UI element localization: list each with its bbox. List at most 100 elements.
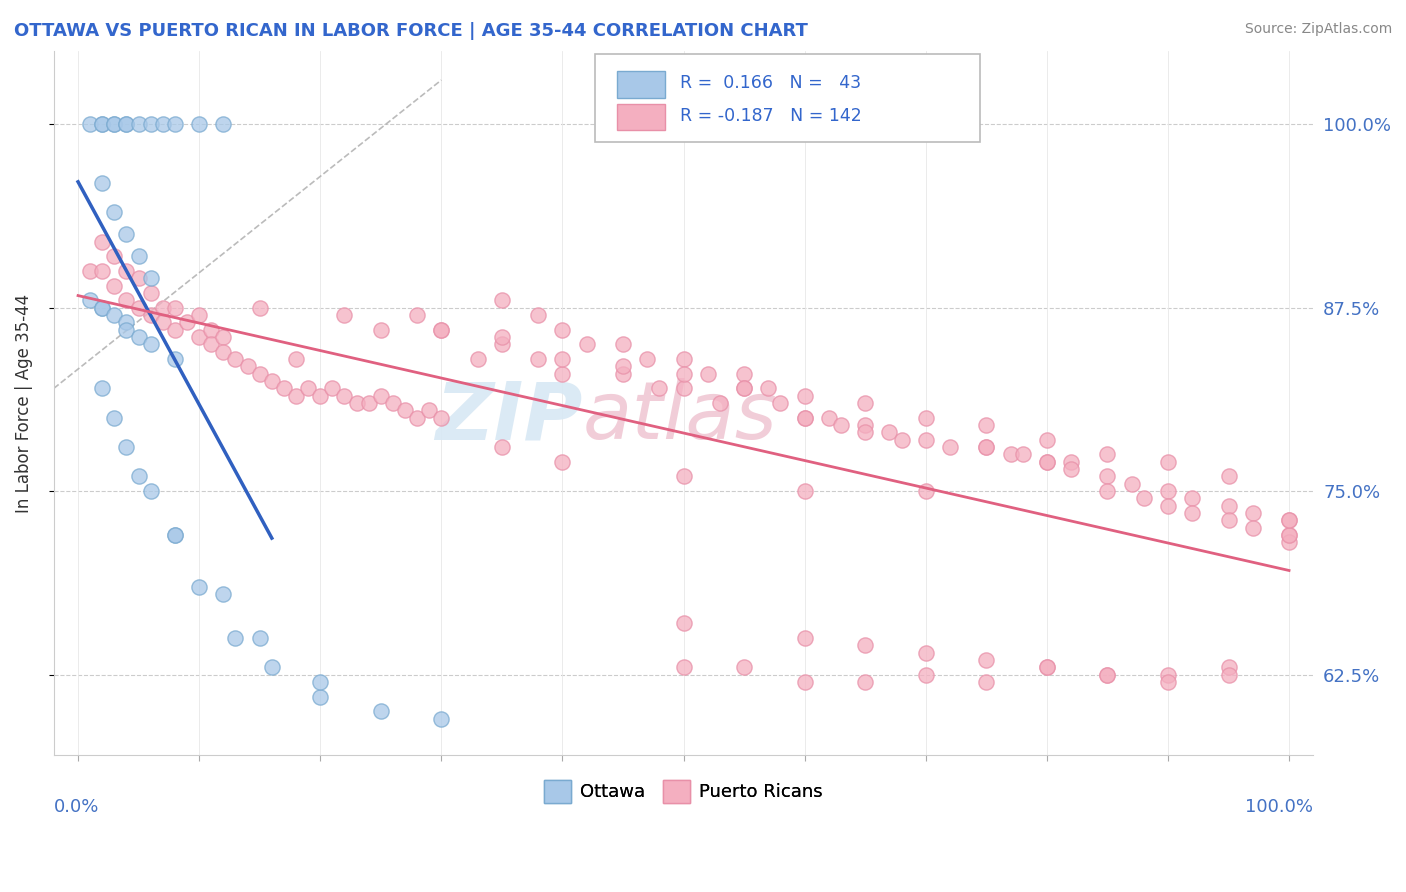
Point — [1218, 469, 1240, 483]
Text: Source: ZipAtlas.com: Source: ZipAtlas.com — [1244, 22, 1392, 37]
Point — [224, 351, 246, 366]
Point — [733, 381, 755, 395]
Point — [672, 660, 695, 674]
Point — [285, 351, 308, 366]
Point — [139, 484, 162, 499]
Point — [818, 410, 841, 425]
Text: 0.0%: 0.0% — [53, 797, 100, 815]
Point — [551, 367, 574, 381]
Point — [1000, 447, 1022, 461]
Point — [551, 455, 574, 469]
Point — [672, 469, 695, 483]
Point — [115, 117, 138, 131]
Point — [91, 301, 114, 315]
Point — [103, 249, 125, 263]
Point — [249, 301, 271, 315]
Point — [273, 381, 295, 395]
Point — [696, 367, 718, 381]
Point — [1132, 491, 1154, 506]
Legend: Ottawa, Puerto Ricans: Ottawa, Puerto Ricans — [537, 773, 831, 810]
Point — [890, 433, 912, 447]
Point — [709, 396, 731, 410]
Point — [853, 638, 876, 652]
Point — [1278, 513, 1301, 527]
Point — [91, 117, 114, 131]
Point — [974, 440, 997, 454]
FancyBboxPatch shape — [617, 71, 665, 98]
Point — [672, 616, 695, 631]
Point — [163, 351, 186, 366]
Point — [430, 323, 453, 337]
Point — [188, 580, 211, 594]
Point — [115, 315, 138, 329]
Point — [793, 389, 815, 403]
Point — [672, 381, 695, 395]
Point — [1181, 491, 1204, 506]
Point — [333, 389, 356, 403]
Point — [648, 381, 671, 395]
Point — [974, 653, 997, 667]
Point — [1157, 675, 1180, 690]
Point — [1036, 455, 1059, 469]
Point — [152, 315, 174, 329]
Point — [430, 323, 453, 337]
Point — [830, 417, 852, 432]
Point — [370, 704, 392, 718]
Point — [612, 359, 634, 374]
Text: 100.0%: 100.0% — [1246, 797, 1313, 815]
Point — [879, 425, 901, 440]
Point — [853, 396, 876, 410]
Point — [406, 308, 429, 322]
Point — [974, 417, 997, 432]
Point — [1157, 455, 1180, 469]
Point — [974, 675, 997, 690]
Point — [91, 176, 114, 190]
Point — [103, 117, 125, 131]
Point — [297, 381, 319, 395]
Point — [224, 631, 246, 645]
Point — [1278, 528, 1301, 542]
Point — [115, 440, 138, 454]
Point — [1097, 667, 1119, 681]
Point — [491, 330, 513, 344]
Point — [793, 410, 815, 425]
FancyBboxPatch shape — [617, 103, 665, 130]
Point — [853, 425, 876, 440]
Point — [139, 285, 162, 300]
Point — [152, 117, 174, 131]
Point — [260, 660, 283, 674]
Point — [1157, 484, 1180, 499]
Point — [249, 631, 271, 645]
Point — [914, 667, 936, 681]
Point — [939, 440, 962, 454]
Point — [103, 205, 125, 219]
Point — [575, 337, 598, 351]
Point — [1241, 506, 1264, 520]
Point — [1097, 447, 1119, 461]
Point — [115, 323, 138, 337]
Point — [853, 675, 876, 690]
Point — [285, 389, 308, 403]
Point — [914, 646, 936, 660]
Point — [1097, 484, 1119, 499]
Point — [491, 337, 513, 351]
FancyBboxPatch shape — [595, 54, 980, 143]
Point — [491, 440, 513, 454]
Point — [793, 675, 815, 690]
Point — [103, 410, 125, 425]
Point — [974, 440, 997, 454]
Point — [370, 389, 392, 403]
Point — [139, 308, 162, 322]
Point — [309, 389, 332, 403]
Point — [212, 344, 235, 359]
Point — [733, 381, 755, 395]
Point — [128, 469, 150, 483]
Point — [1218, 513, 1240, 527]
Point — [394, 403, 416, 417]
Point — [430, 712, 453, 726]
Point — [1097, 667, 1119, 681]
Point — [139, 117, 162, 131]
Point — [212, 117, 235, 131]
Point — [79, 293, 101, 308]
Point — [756, 381, 779, 395]
